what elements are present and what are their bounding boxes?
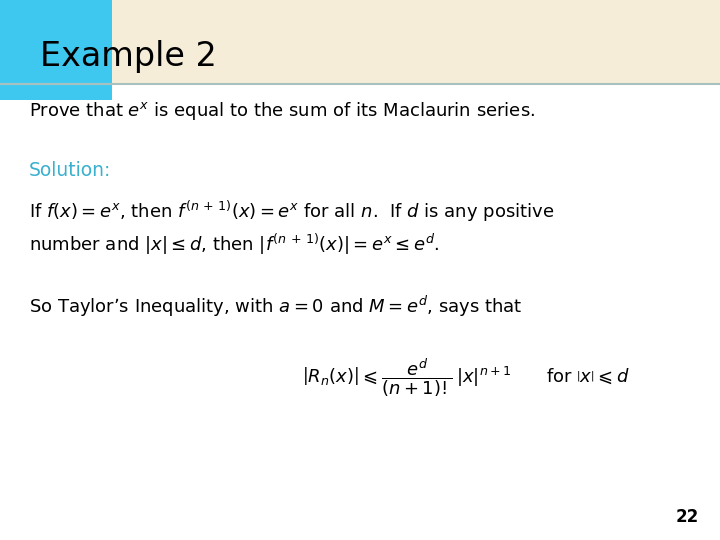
Text: Solution:: Solution: — [29, 160, 111, 180]
Text: 22: 22 — [675, 509, 698, 526]
Text: Prove that $e^x$ is equal to the sum of its Maclaurin series.: Prove that $e^x$ is equal to the sum of … — [29, 100, 535, 122]
FancyBboxPatch shape — [0, 0, 720, 84]
Text: So Taylor’s Inequality, with $a = 0$ and $M = e^d$, says that: So Taylor’s Inequality, with $a = 0$ and… — [29, 294, 522, 319]
Text: number and $|x| \leq d$, then $|f^{(n\,+\,1)}(x)| = e^x \leq e^d$.: number and $|x| \leq d$, then $|f^{(n\,+… — [29, 232, 439, 256]
Text: If $f(x) = e^x$, then $f^{(n\,+\,1)}(x) = e^x$ for all $n$.  If $d$ is any posit: If $f(x) = e^x$, then $f^{(n\,+\,1)}(x) … — [29, 199, 554, 224]
FancyBboxPatch shape — [0, 0, 112, 100]
Text: Example 2: Example 2 — [40, 40, 217, 73]
Text: $\left| R_n(x) \right| \leqslant \dfrac{e^d}{(n+1)!}\,|x|^{n+1} \qquad \text{for: $\left| R_n(x) \right| \leqslant \dfrac{… — [302, 356, 630, 400]
